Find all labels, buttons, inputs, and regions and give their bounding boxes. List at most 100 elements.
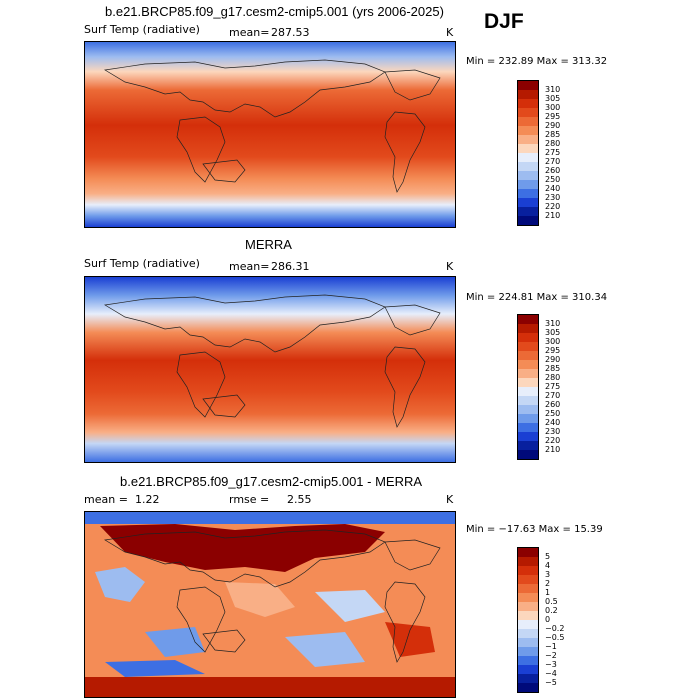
colorbar-cell bbox=[518, 548, 538, 557]
colorbar-tick-label: 4 bbox=[545, 560, 551, 570]
panel3-mean-value: 1.22 bbox=[135, 493, 160, 506]
panel2-colorbar bbox=[517, 314, 539, 460]
colorbar-cell bbox=[518, 593, 538, 602]
colorbar-tick-label: 305 bbox=[545, 327, 561, 337]
colorbar-cell bbox=[518, 198, 538, 207]
colorbar-tick-label: 240 bbox=[545, 183, 561, 193]
colorbar-cell bbox=[518, 171, 538, 180]
panel1-map bbox=[84, 41, 456, 228]
colorbar-cell bbox=[518, 333, 538, 342]
colorbar-tick-label: 230 bbox=[545, 192, 561, 202]
colorbar-cell bbox=[518, 324, 538, 333]
colorbar-cell bbox=[518, 629, 538, 638]
colorbar-cell bbox=[518, 81, 538, 90]
colorbar-cell bbox=[518, 99, 538, 108]
colorbar-cell bbox=[518, 450, 538, 459]
colorbar-tick-label: 260 bbox=[545, 165, 561, 175]
panel1-title: b.e21.BRCP85.f09_g17.cesm2-cmip5.001 (yr… bbox=[105, 4, 444, 19]
colorbar-tick-label: 305 bbox=[545, 93, 561, 103]
panel2-title: MERRA bbox=[245, 237, 292, 252]
colorbar-cell bbox=[518, 557, 538, 566]
colorbar-tick-label: 250 bbox=[545, 408, 561, 418]
panel3-coastlines bbox=[103, 529, 441, 663]
colorbar-tick-label: 310 bbox=[545, 318, 561, 328]
colorbar-tick-label: 2 bbox=[545, 578, 551, 588]
panel2-mean-value: 286.31 bbox=[271, 260, 310, 273]
panel3-map bbox=[84, 511, 456, 698]
colorbar-cell bbox=[518, 602, 538, 611]
colorbar-tick-label: 285 bbox=[545, 129, 561, 139]
colorbar-tick-label: 210 bbox=[545, 210, 561, 220]
panel1-field bbox=[85, 42, 455, 227]
colorbar-tick-label: −4 bbox=[545, 668, 557, 678]
colorbar-cell bbox=[518, 665, 538, 674]
colorbar-tick-label: 290 bbox=[545, 354, 561, 364]
season-label: DJF bbox=[484, 10, 524, 33]
panel2-units: K bbox=[446, 260, 454, 273]
panel1-min-max: Min = 232.89 Max = 313.32 bbox=[466, 56, 608, 67]
colorbar-cell bbox=[518, 584, 538, 593]
colorbar-tick-label: 270 bbox=[545, 156, 561, 166]
colorbar-tick-label: 210 bbox=[545, 444, 561, 454]
colorbar-tick-label: 310 bbox=[545, 84, 561, 94]
colorbar-cell bbox=[518, 683, 538, 692]
panel1-variable: Surf Temp (radiative) bbox=[84, 23, 200, 36]
colorbar-cell bbox=[518, 638, 538, 647]
colorbar-tick-label: 5 bbox=[545, 551, 551, 561]
panel2-mean-label: mean= bbox=[229, 260, 270, 273]
colorbar-tick-label: 230 bbox=[545, 426, 561, 436]
colorbar-cell bbox=[518, 414, 538, 423]
panel3-min-max: Min = −17.63 Max = 15.39 bbox=[466, 524, 603, 535]
colorbar-cell bbox=[518, 432, 538, 441]
colorbar-tick-label: 300 bbox=[545, 102, 561, 112]
panel2-variable: Surf Temp (radiative) bbox=[84, 257, 200, 270]
colorbar-cell bbox=[518, 405, 538, 414]
colorbar-cell bbox=[518, 423, 538, 432]
colorbar-tick-label: 280 bbox=[545, 372, 561, 382]
colorbar-cell bbox=[518, 108, 538, 117]
panel3-units: K bbox=[446, 493, 454, 506]
panel1-colorbar-labels: 310 305 300 295 290 285 280 275 270 260 250 240 230 2… bbox=[545, 80, 585, 226]
colorbar-cell bbox=[518, 647, 538, 656]
colorbar-tick-label: 240 bbox=[545, 417, 561, 427]
colorbar-cell bbox=[518, 315, 538, 324]
colorbar-cell bbox=[518, 387, 538, 396]
colorbar-tick-label: 295 bbox=[545, 111, 561, 121]
colorbar-tick-label: 0.2 bbox=[545, 605, 558, 615]
panel2-min-max: Min = 224.81 Max = 310.34 bbox=[466, 292, 608, 303]
colorbar-tick-label: 295 bbox=[545, 345, 561, 355]
colorbar-tick-label: −5 bbox=[545, 677, 557, 687]
colorbar-tick-label: 1 bbox=[545, 587, 551, 597]
panel2-coastlines bbox=[103, 294, 441, 428]
colorbar-cell bbox=[518, 90, 538, 99]
panel1-coastlines bbox=[103, 59, 441, 193]
panel3-title: b.e21.BRCP85.f09_g17.cesm2-cmip5.001 - M… bbox=[120, 474, 423, 489]
colorbar-tick-label: 270 bbox=[545, 390, 561, 400]
panel3-anomaly-patches bbox=[85, 512, 455, 697]
colorbar-cell bbox=[518, 441, 538, 450]
panel1-units: K bbox=[446, 26, 454, 39]
colorbar-cell bbox=[518, 180, 538, 189]
colorbar-tick-label: 0.5 bbox=[545, 596, 558, 606]
panel1-map-svg bbox=[85, 42, 455, 227]
colorbar-tick-label: 280 bbox=[545, 138, 561, 148]
panel2-colorbar-labels: 310 305 300 295 290 285 280 275 270 260 250 240 230 2… bbox=[545, 314, 585, 460]
panel1-mean-value: 287.53 bbox=[271, 26, 310, 39]
colorbar-cell bbox=[518, 575, 538, 584]
colorbar-cell bbox=[518, 396, 538, 405]
colorbar-cell bbox=[518, 162, 538, 171]
colorbar-cell bbox=[518, 117, 538, 126]
colorbar-tick-label: 0 bbox=[545, 614, 551, 624]
panel3-rmse-label: rmse = bbox=[229, 493, 270, 506]
colorbar-cell bbox=[518, 144, 538, 153]
colorbar-tick-label: −0.2 bbox=[545, 623, 565, 633]
colorbar-cell bbox=[518, 126, 538, 135]
colorbar-cell bbox=[518, 566, 538, 575]
colorbar-tick-label: −0.5 bbox=[545, 632, 565, 642]
colorbar-tick-label: 275 bbox=[545, 381, 561, 391]
colorbar-cell bbox=[518, 378, 538, 387]
panel1-colorbar bbox=[517, 80, 539, 226]
panel3-colorbar bbox=[517, 547, 539, 693]
panel3-colorbar-labels: 5 4 3 2 1 0.5 0.2 0 −0.2 −0.5 −1 −2 −3 −4 −5 bbox=[545, 547, 585, 693]
colorbar-cell bbox=[518, 216, 538, 225]
